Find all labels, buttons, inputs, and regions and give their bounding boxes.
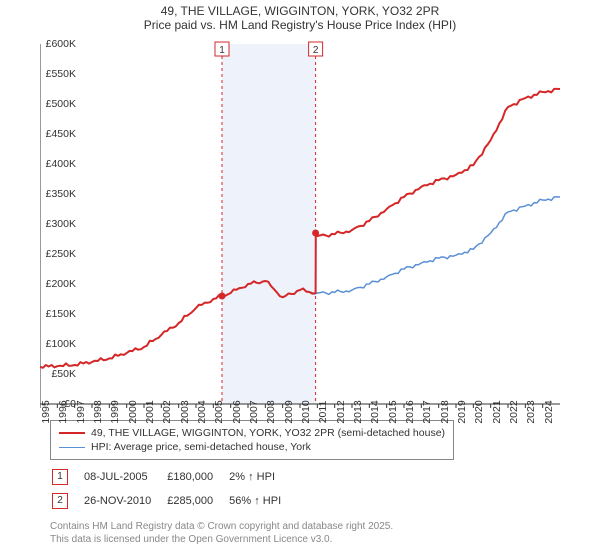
x-tick-label: 2002 [161, 400, 173, 423]
x-tick-label: 1995 [40, 400, 52, 423]
legend-swatch [59, 432, 85, 434]
x-tick-label: 2000 [127, 400, 139, 423]
x-tick-label: 2007 [248, 400, 260, 423]
x-tick-label: 2010 [300, 400, 312, 423]
chart-title-line1: 49, THE VILLAGE, WIGGINTON, YORK, YO32 2… [0, 0, 600, 18]
svg-text:2: 2 [313, 45, 319, 56]
svg-text:1: 1 [219, 45, 225, 56]
y-tick-label: £400K [46, 158, 76, 170]
chart-title-line2: Price paid vs. HM Land Registry's House … [0, 18, 600, 34]
x-tick-label: 2024 [543, 400, 555, 423]
table-row: 2 26-NOV-2010£285,00056% ↑ HPI [52, 490, 295, 512]
x-tick-label: 2013 [352, 400, 364, 423]
x-tick-label: 1996 [57, 400, 69, 423]
y-tick-label: £350K [46, 188, 76, 200]
x-tick-label: 2021 [491, 400, 503, 423]
y-tick-label: £200K [46, 278, 76, 290]
y-tick-label: £450K [46, 128, 76, 140]
x-tick-label: 2009 [283, 400, 295, 423]
sale-delta: 56% ↑ HPI [229, 490, 295, 512]
y-tick-label: £250K [46, 248, 76, 260]
table-row: 1 08-JUL-2005£180,0002% ↑ HPI [52, 466, 295, 488]
x-tick-label: 1998 [92, 400, 104, 423]
legend-label: HPI: Average price, semi-detached house,… [91, 441, 311, 453]
footer-line1: Contains HM Land Registry data © Crown c… [50, 520, 600, 533]
x-tick-label: 2019 [456, 400, 468, 423]
y-tick-label: £500K [46, 98, 76, 110]
sale-price: £285,000 [167, 490, 227, 512]
legend-label: 49, THE VILLAGE, WIGGINTON, YORK, YO32 2… [91, 427, 445, 439]
y-tick-label: £100K [46, 338, 76, 350]
x-tick-label: 2014 [369, 400, 381, 423]
x-tick-label: 2023 [525, 400, 537, 423]
chart-area: 12 £0£50K£100K£150K£200K£250K£300K£350K£… [40, 34, 600, 414]
x-tick-label: 1997 [75, 400, 87, 423]
x-tick-label: 2004 [196, 400, 208, 423]
line-chart: 12 [40, 34, 560, 414]
x-tick-label: 2005 [213, 400, 225, 423]
legend-swatch [59, 447, 85, 448]
y-tick-label: £300K [46, 218, 76, 230]
sale-marker-badge: 2 [52, 493, 68, 509]
sale-date: 08-JUL-2005 [84, 466, 165, 488]
x-tick-label: 2011 [317, 401, 329, 424]
x-tick-label: 2015 [387, 400, 399, 423]
x-tick-label: 2016 [404, 400, 416, 423]
x-tick-label: 1999 [109, 400, 121, 423]
x-tick-label: 2018 [439, 400, 451, 423]
y-tick-label: £550K [46, 68, 76, 80]
y-tick-label: £600K [46, 38, 76, 50]
footer-line2: This data is licensed under the Open Gov… [50, 533, 600, 546]
x-tick-label: 2008 [265, 400, 277, 423]
sale-date: 26-NOV-2010 [84, 490, 165, 512]
footer-attribution: Contains HM Land Registry data © Crown c… [50, 520, 600, 546]
x-tick-label: 2022 [508, 400, 520, 423]
x-tick-label: 2006 [231, 400, 243, 423]
sale-delta: 2% ↑ HPI [229, 466, 295, 488]
y-tick-label: £150K [46, 308, 76, 320]
x-tick-label: 2020 [473, 400, 485, 423]
y-tick-label: £50K [51, 368, 76, 380]
sales-table: 1 08-JUL-2005£180,0002% ↑ HPI 2 26-NOV-2010… [50, 464, 297, 514]
x-tick-label: 2003 [179, 400, 191, 423]
legend-item: 49, THE VILLAGE, WIGGINTON, YORK, YO32 2… [59, 427, 445, 439]
legend-item: HPI: Average price, semi-detached house,… [59, 441, 445, 453]
legend: 49, THE VILLAGE, WIGGINTON, YORK, YO32 2… [50, 420, 454, 460]
x-tick-label: 2001 [144, 400, 156, 423]
x-tick-label: 2012 [335, 400, 347, 423]
sale-price: £180,000 [167, 466, 227, 488]
sale-marker-badge: 1 [52, 469, 68, 485]
x-tick-label: 2017 [421, 400, 433, 423]
